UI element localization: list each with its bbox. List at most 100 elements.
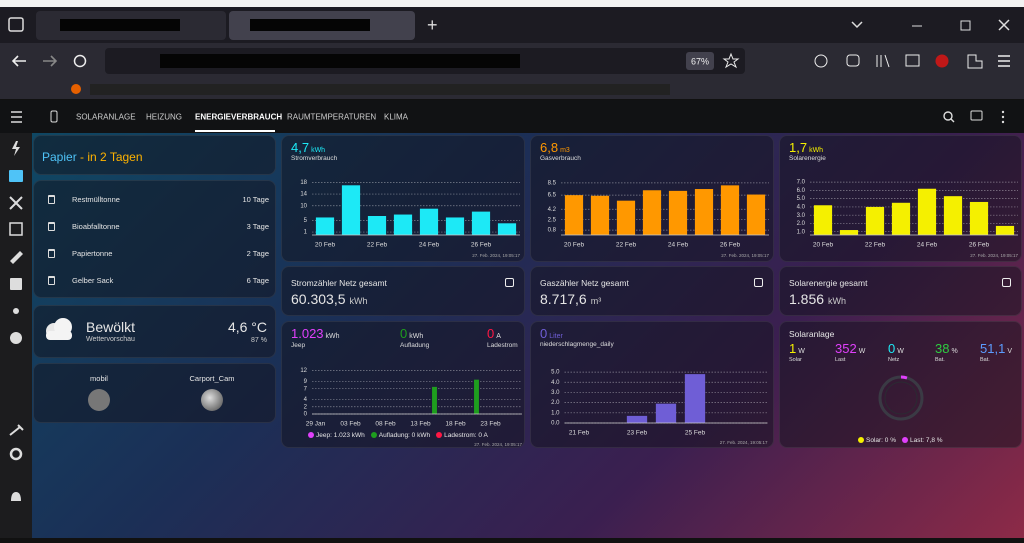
- y-tick-label: 6.0: [797, 188, 806, 194]
- toolbar-icon[interactable]: [905, 54, 920, 67]
- stat-card[interactable]: Stromzähler Netz gesamt 60.303,5 kWh: [281, 266, 525, 316]
- timestamp: 27. Feb. 2024, 19:05:17: [970, 253, 1018, 258]
- nav-map[interactable]: [10, 332, 22, 344]
- bar: [497, 223, 517, 235]
- unit: Liter: [549, 333, 563, 340]
- more: [1001, 120, 1005, 124]
- y-tick-label: 0.0: [551, 421, 560, 427]
- nav-tab[interactable]: RAUMTEMPERATUREN: [287, 112, 377, 122]
- value: 1: [789, 341, 797, 356]
- nav-tab[interactable]: HEIZUNG: [146, 112, 182, 122]
- camera-avatar[interactable]: [201, 389, 223, 411]
- nav-tab[interactable]: KLIMA: [384, 112, 409, 122]
- app-header: [0, 100, 1024, 133]
- jeep-card: 1.023 kWh Jeep 0 kWh Aufladung 0 A Ladestrom 12 9 7…: [281, 321, 525, 448]
- y-tick-label: 2.0: [551, 400, 560, 406]
- bookmark-icon[interactable]: [71, 84, 81, 94]
- legend-dot: [858, 437, 864, 443]
- bar: [564, 195, 584, 235]
- y-tick-label: 1.0: [551, 410, 560, 416]
- y-tick-label: 0.8: [548, 228, 557, 234]
- assist[interactable]: [970, 110, 983, 121]
- nav-tab[interactable]: SOLARANLAGE: [76, 112, 136, 122]
- toolbar-icon[interactable]: [876, 54, 890, 68]
- bar-chart: 18 14 10 5 1 20 Feb 22 Feb 24 Feb 26 Feb 27. Feb.…: [300, 180, 520, 258]
- unit: V: [1007, 348, 1012, 355]
- camera-avatar[interactable]: [88, 389, 110, 411]
- back[interactable]: [11, 55, 26, 67]
- nav-dev-tools[interactable]: [9, 424, 24, 436]
- toolbar-icon[interactable]: [814, 54, 828, 68]
- stat-title: Solarenergie gesamt: [789, 278, 868, 288]
- zoom-badge[interactable]: [686, 52, 714, 70]
- solaranlage-card: Solaranlage 1 W Solar 352 W Last 0 W Netz 38% Bat.…: [779, 321, 1022, 448]
- value: 38: [935, 341, 950, 356]
- home-icon[interactable]: [50, 110, 58, 123]
- timestamp: 27. Feb. 2024, 19:05:17: [474, 442, 522, 447]
- trash-name: Gelber Sack: [72, 276, 114, 285]
- unit: W: [858, 348, 866, 355]
- value: 352: [835, 341, 857, 356]
- stat-card[interactable]: Solarenergie gesamt 1.856 kWh: [779, 266, 1022, 316]
- x-tick-label: 25 Feb: [685, 430, 706, 437]
- legend-item[interactable]: Last: 7,8 %: [902, 437, 943, 444]
- new-tab[interactable]: +: [427, 15, 438, 35]
- bar: [813, 205, 833, 235]
- reload[interactable]: [73, 54, 87, 68]
- sidebar-toggle[interactable]: [11, 111, 22, 123]
- more[interactable]: [1001, 110, 1005, 114]
- nav-notifications[interactable]: [11, 492, 21, 501]
- rain-card: 0 Liter niederschlagmenge_daily 5.0 4.0 3.0 2.…: [530, 321, 774, 448]
- nav-config[interactable]: [10, 251, 23, 264]
- unit: kWh: [409, 333, 424, 340]
- stat-card[interactable]: Gaszähler Netz gesamt 8.717,6 m³: [530, 266, 774, 316]
- legend-item[interactable]: Solar: 0 %: [858, 437, 896, 444]
- y-tick-label: 5.0: [551, 370, 560, 376]
- entity-name: Bat.: [935, 357, 945, 363]
- nav-media[interactable]: [10, 278, 22, 290]
- nav-overview[interactable]: [9, 170, 23, 182]
- nav-radio[interactable]: [13, 308, 19, 314]
- legend-dot: [370, 432, 377, 438]
- tab-list-icon[interactable]: [8, 17, 24, 32]
- nav-tab[interactable]: ENERGIEVERBRAUCH: [195, 112, 283, 122]
- bar-chart: 5.0 4.0 3.0 2.0 1.0 0.0 21 Feb 23 Feb 25 Feb 27. …: [551, 370, 768, 445]
- tab-menu[interactable]: [851, 21, 863, 29]
- close[interactable]: [998, 19, 1010, 31]
- forward[interactable]: [43, 55, 58, 67]
- redacted: [90, 84, 670, 95]
- stat-value: 1.856 kWh: [789, 291, 846, 309]
- nav-devices[interactable]: [9, 222, 23, 236]
- legend-item[interactable]: Aufladung: 0 kWh: [370, 432, 430, 439]
- x-tick-label: 22 Feb: [865, 242, 886, 249]
- card-title: Solaranlage: [789, 329, 835, 339]
- bookmarks-bar: [0, 79, 1024, 100]
- trash-days: 10 Tage: [242, 195, 269, 204]
- y-tick-label: 14: [300, 192, 307, 198]
- nav-tools[interactable]: [9, 196, 23, 210]
- entity-name: Solar: [789, 357, 802, 363]
- legend-item[interactable]: Jeep: 1.023 kWh: [308, 432, 365, 439]
- value: 0: [487, 326, 495, 341]
- x-tick-label: 29 Jan: [306, 421, 326, 428]
- menu[interactable]: [998, 55, 1010, 67]
- toolbar-icon[interactable]: [846, 54, 860, 67]
- bookmark-star[interactable]: [722, 52, 740, 69]
- ublock[interactable]: [935, 54, 949, 68]
- papier-card: Papier - in 2 Tagen: [33, 135, 276, 175]
- header-value: 6,8 m3: [540, 139, 570, 157]
- y-tick-label: 4: [304, 397, 308, 403]
- weather-condition: Bewölkt: [86, 319, 136, 335]
- stat-value: 8.717,6 m³: [540, 291, 601, 309]
- unit: kWh: [325, 333, 340, 340]
- search[interactable]: [943, 111, 953, 121]
- value: 8.717,6: [540, 291, 587, 307]
- legend-item[interactable]: Ladestrom: 0 A: [436, 432, 488, 439]
- nav-settings[interactable]: [9, 447, 23, 461]
- extensions[interactable]: [967, 54, 983, 69]
- bar: [865, 206, 885, 235]
- nav-energy[interactable]: [12, 141, 20, 156]
- top-strip: [0, 0, 1024, 7]
- restore[interactable]: [960, 20, 971, 31]
